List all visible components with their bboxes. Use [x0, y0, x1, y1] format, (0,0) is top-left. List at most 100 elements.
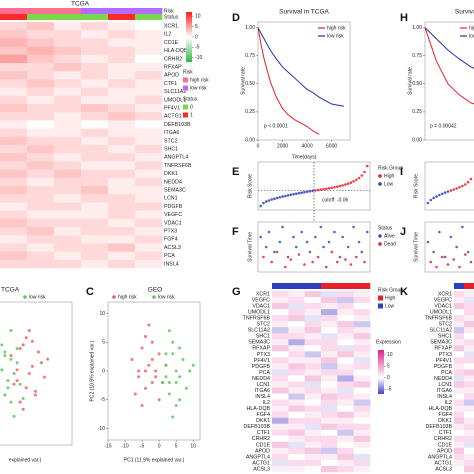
point — [360, 174, 364, 177]
heatmap-cell — [27, 169, 55, 179]
gene-label: TNFRSF6B — [164, 163, 192, 169]
gene-label: PDGFB — [252, 364, 271, 370]
point — [330, 250, 334, 254]
heatmap-cell — [81, 227, 109, 236]
point — [9, 354, 13, 358]
gene-label: CD1E — [256, 442, 271, 448]
heatmap-cell — [108, 243, 136, 252]
heatmap-cell — [464, 423, 474, 431]
heatmap-cell — [135, 186, 163, 195]
gene-label: CD1E — [164, 40, 179, 46]
heatmap-cell — [304, 315, 322, 322]
heatmap-cell — [321, 435, 338, 443]
heatmap-cell — [337, 429, 354, 437]
point — [157, 352, 161, 356]
heatmap-cell — [81, 153, 109, 162]
heatmap-cell — [108, 210, 136, 220]
heatmap-cell — [272, 435, 289, 443]
point — [443, 191, 447, 194]
gene-label: SLC11A2 — [248, 328, 270, 334]
heatmap-cell — [304, 357, 322, 364]
gene-label: SHC1 — [256, 334, 270, 340]
heatmap-cell — [54, 227, 82, 236]
heatmap-cell — [0, 63, 28, 72]
y-axis-label: Risk Score — [413, 174, 419, 198]
heatmap-cell — [54, 153, 82, 162]
heatmap-cell — [353, 441, 371, 449]
point — [357, 176, 361, 180]
heatmap-cell — [272, 429, 289, 437]
gene-label: PCA — [164, 253, 175, 259]
point — [147, 323, 151, 327]
gene-label: IL2 — [164, 32, 171, 38]
survival-line — [257, 27, 320, 135]
chart-title: TCGA — [71, 1, 90, 8]
gene-label: NEDD4 — [164, 179, 182, 185]
point — [18, 382, 22, 386]
heatmap-cell — [0, 210, 28, 220]
point — [438, 193, 441, 197]
heatmap-cell — [288, 369, 305, 376]
gene-label: SHC1 — [438, 334, 452, 340]
heatmap-cell — [272, 351, 289, 358]
heatmap-cell — [27, 177, 55, 187]
heatmap-cell — [272, 399, 289, 406]
heatmap-cell — [27, 87, 55, 97]
heatmap-cell — [135, 95, 163, 105]
gene-label: VEGFC — [252, 297, 270, 303]
heatmap-cell — [135, 79, 163, 88]
heatmap-cell — [0, 22, 28, 31]
heatmap-cell — [337, 351, 354, 358]
legend-swatch — [183, 77, 188, 83]
heatmap-cell — [353, 369, 371, 376]
heatmap-cell — [337, 393, 354, 400]
heatmap-cell — [454, 339, 465, 346]
heatmap-cell — [321, 303, 338, 310]
point — [273, 250, 276, 254]
heatmap-cell — [454, 381, 465, 388]
point — [6, 386, 10, 390]
heatmap-cell — [81, 194, 109, 203]
heatmap-cell — [464, 321, 474, 328]
gene-label: SEMA3C — [164, 188, 186, 194]
heatmap-cell — [54, 251, 82, 261]
heatmap-cell — [304, 375, 322, 382]
heatmap-cell — [81, 22, 109, 31]
heatmap-cell — [272, 381, 289, 388]
x-axis-label: Time(days) — [292, 154, 317, 160]
annotation-cell — [108, 8, 136, 14]
gene-label: UMODL1 — [430, 310, 452, 316]
heatmap-cell — [288, 393, 305, 400]
heatmap-cell — [81, 71, 109, 80]
point — [3, 393, 7, 397]
point — [346, 182, 350, 185]
heatmap-cell — [353, 381, 371, 388]
point — [267, 199, 271, 202]
heatmap-cell — [321, 459, 338, 467]
heatmap-cell — [54, 112, 82, 121]
annotation-cell — [135, 14, 163, 20]
heatmap-cell — [27, 71, 55, 80]
point — [322, 245, 325, 249]
heatmap-cell — [272, 405, 289, 412]
heatmap-cell — [337, 315, 354, 322]
heatmap-cell — [108, 22, 136, 31]
gene-label: VDAC1 — [164, 220, 182, 226]
y-tick-label: 0.75 — [245, 53, 255, 59]
point — [281, 195, 284, 198]
heatmap-cell — [337, 453, 354, 461]
point — [327, 187, 331, 190]
gene-label: NEDD4 — [252, 376, 270, 382]
point — [319, 188, 323, 191]
point — [319, 225, 323, 229]
gene-label: PTX3 — [257, 352, 270, 358]
y-tick-label: 5 — [102, 340, 105, 346]
heatmap-cell — [337, 369, 354, 376]
colorbar-tick-label: -5 — [195, 45, 200, 51]
gene-label: FGF4 — [438, 412, 452, 418]
gene-label: STC2 — [256, 322, 270, 328]
heatmap-cell — [0, 186, 28, 195]
x-tick-label: -10 — [121, 443, 128, 449]
point — [349, 263, 353, 266]
